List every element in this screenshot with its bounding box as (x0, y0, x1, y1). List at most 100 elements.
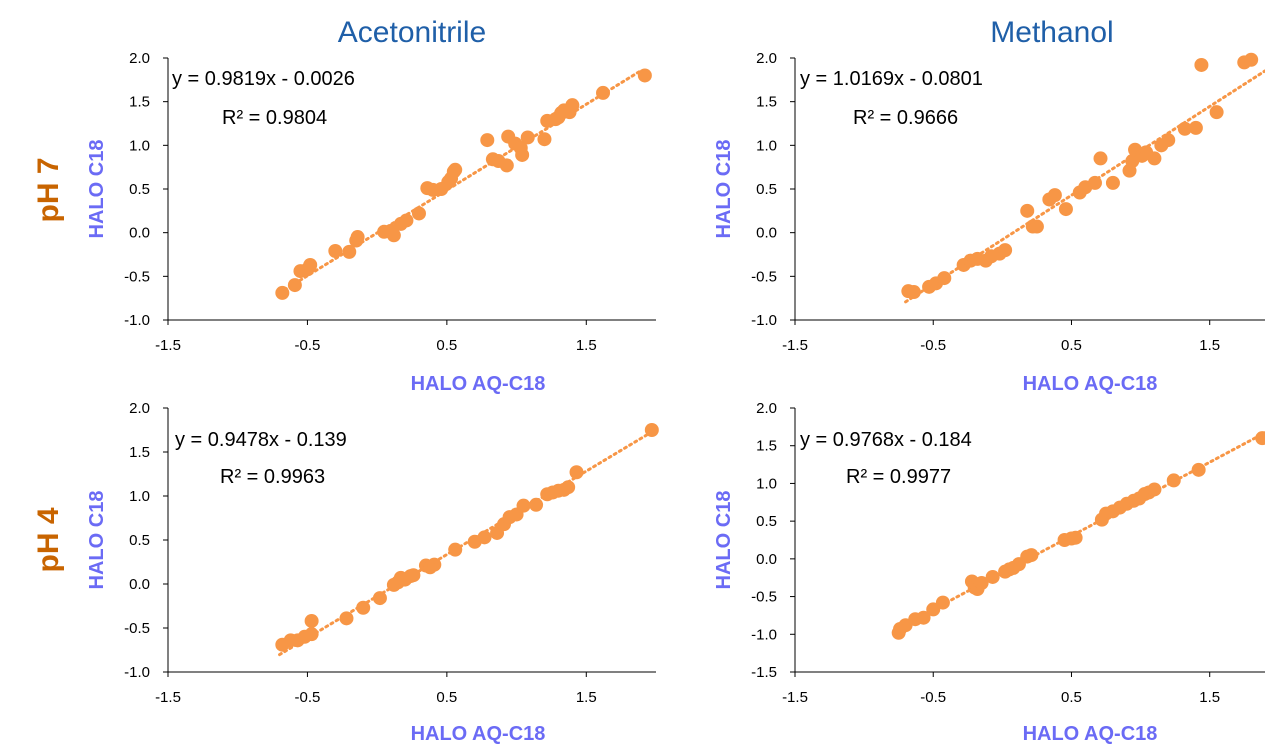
x-tick-label: -0.5 (294, 689, 320, 706)
data-point (998, 243, 1013, 258)
row-label-1: pH 4 (32, 507, 65, 572)
chart-panel-top-right: -1.0 -0.5 0.0 0.5 1.0 1.5 2.0 -1.5 -0.5 0.5 1.5 y =… (713, 50, 1265, 395)
trendline-equation: y = 1.0169x - 0.0801 (800, 68, 983, 90)
data-point (303, 257, 318, 272)
data-point (356, 600, 371, 615)
data-point (637, 68, 652, 83)
data-point (644, 423, 659, 437)
trendline (278, 68, 644, 295)
data-point (427, 557, 442, 572)
column-title-0: Acetonitrile (338, 16, 486, 49)
x-tick-label: -1.5 (782, 337, 808, 354)
y-tick-label: 1.0 (129, 488, 150, 505)
data-point (1020, 203, 1035, 218)
data-point (339, 611, 354, 626)
x-axis-label: HALO AQ-C18 (1023, 723, 1158, 745)
data-point (328, 244, 343, 259)
y-tick-label: -1.0 (124, 664, 150, 681)
x-tick-label: -0.5 (920, 689, 946, 706)
data-point (304, 613, 319, 628)
data-point (516, 498, 531, 513)
data-point (1209, 105, 1224, 120)
data-point (1029, 219, 1044, 234)
trendline-equation: y = 0.9478x - 0.139 (175, 429, 347, 451)
data-point (386, 228, 401, 243)
data-point (1105, 175, 1120, 190)
trendline (278, 429, 655, 657)
data-point (906, 285, 921, 300)
data-point (937, 271, 952, 286)
x-axis-label: HALO AQ-C18 (411, 373, 546, 395)
y-tick-label: 1.5 (129, 444, 150, 461)
data-point (1255, 431, 1265, 446)
trendline-equation: y = 0.9768x - 0.184 (800, 429, 972, 451)
data-point (1188, 120, 1203, 135)
x-tick-label: -0.5 (294, 337, 320, 354)
data-point (529, 497, 544, 512)
x-tick-label: 1.5 (1199, 337, 1220, 354)
y-tick-label: -0.5 (124, 268, 150, 285)
y-axis-label: HALO C18 (713, 491, 735, 590)
y-tick-label: -1.0 (751, 312, 777, 329)
y-tick-label: 0.5 (756, 181, 777, 198)
x-tick-label: -1.5 (155, 337, 181, 354)
y-tick-label: 0.5 (129, 532, 150, 549)
y-tick-label: 0.5 (756, 513, 777, 530)
x-tick-label: 1.5 (576, 337, 597, 354)
data-point (537, 132, 552, 147)
y-tick-label: -0.5 (124, 620, 150, 637)
y-tick-label: -1.5 (751, 664, 777, 681)
data-point (1093, 151, 1108, 166)
x-tick-label: 1.5 (576, 689, 597, 706)
x-tick-label: 1.5 (1199, 689, 1220, 706)
row-label-0: pH 7 (32, 157, 65, 222)
x-tick-label: 0.5 (436, 337, 457, 354)
data-point (1147, 482, 1162, 497)
y-tick-label: 1.5 (756, 94, 777, 111)
y-axis-label: HALO C18 (86, 491, 108, 590)
chart-panel-top-left: -1.0 -0.5 0.0 0.5 1.0 1.5 2.0 -1.5 -0.5 0.5 1.5 y =… (86, 50, 656, 395)
data-point (480, 133, 495, 148)
x-tick-label: -1.5 (782, 689, 808, 706)
data-point (1244, 52, 1259, 67)
data-point (565, 98, 580, 113)
x-tick-label: 0.5 (1061, 689, 1082, 706)
y-tick-label: -0.5 (751, 589, 777, 606)
data-point (935, 595, 950, 610)
data-point (1194, 57, 1209, 72)
data-point (1047, 188, 1062, 203)
x-tick-label: 0.5 (436, 689, 457, 706)
x-tick-label: 0.5 (1061, 337, 1082, 354)
y-tick-label: 0.0 (129, 225, 150, 242)
trendline-r2: R² = 0.9977 (846, 466, 951, 488)
y-axis-label: HALO C18 (86, 140, 108, 239)
y-tick-label: 2.0 (129, 50, 150, 67)
y-tick-label: -1.0 (751, 626, 777, 643)
trendline-r2: R² = 0.9804 (222, 107, 327, 129)
data-point (448, 162, 463, 177)
y-tick-label: 1.0 (129, 137, 150, 154)
data-point (372, 591, 387, 606)
y-tick-label: 0.0 (756, 225, 777, 242)
data-point (499, 158, 514, 173)
data-point (1147, 151, 1162, 166)
trendline-equation: y = 0.9819x - 0.0026 (172, 68, 355, 90)
data-point (1177, 121, 1192, 136)
y-tick-label: 0.0 (756, 551, 777, 568)
trendline-r2: R² = 0.9963 (220, 466, 325, 488)
y-tick-label: 0.5 (129, 181, 150, 198)
trendline (904, 69, 1265, 304)
data-point (287, 278, 302, 293)
trendline-r2: R² = 0.9666 (853, 107, 958, 129)
y-tick-label: 1.0 (756, 475, 777, 492)
y-tick-label: 0.0 (129, 576, 150, 593)
x-axis-label: HALO AQ-C18 (1023, 373, 1158, 395)
y-tick-label: 1.5 (129, 94, 150, 111)
y-tick-label: 2.0 (756, 50, 777, 67)
y-tick-label: -0.5 (751, 268, 777, 285)
y-axis-label: HALO C18 (713, 140, 735, 239)
y-tick-label: 1.5 (756, 438, 777, 455)
data-point (1058, 202, 1073, 217)
x-axis-label: HALO AQ-C18 (411, 723, 546, 745)
